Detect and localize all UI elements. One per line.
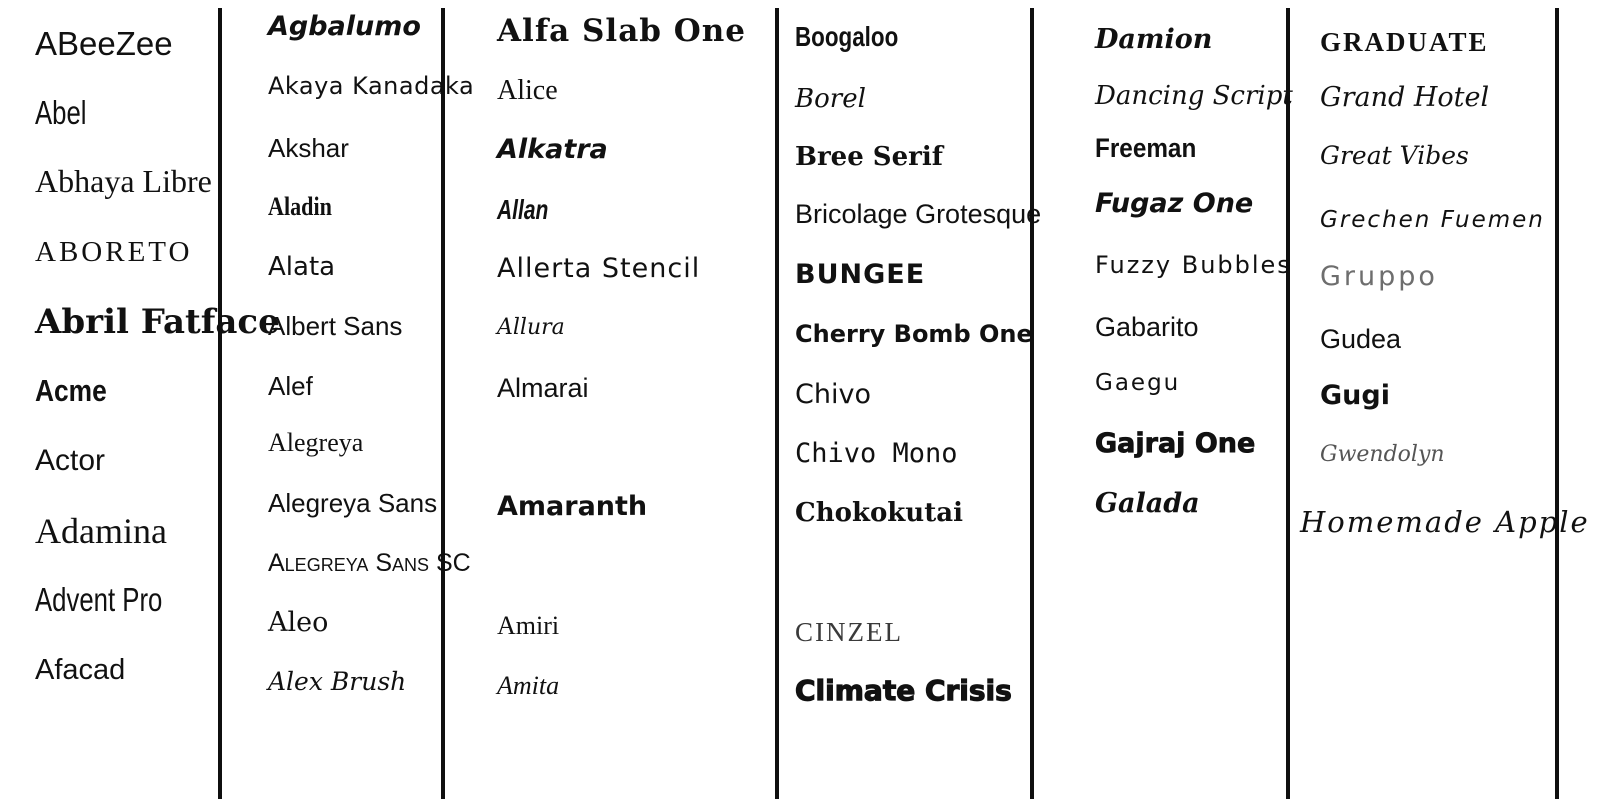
font-specimen-abel: Abel (35, 94, 87, 131)
font-specimen-gaegu: Gaegu (1095, 370, 1181, 396)
column-divider (1286, 8, 1290, 799)
font-specimen-alegreya-sans: Alegreya Sans (268, 488, 438, 518)
font-specimen-dancing-script: Dancing Script (1095, 81, 1293, 111)
font-specimen-homemade-apple: Homemade Apple (1300, 505, 1590, 539)
font-specimen-amaranth: Amaranth (497, 491, 648, 522)
font-specimen-aleo: Aleo (268, 607, 329, 638)
font-specimen-alegreya-sans-sc: Alegreya Sans SC (268, 549, 471, 577)
font-specimen-alex-brush: Alex Brush (268, 667, 407, 696)
font-specimen-abhaya-libre: Abhaya Libre (35, 163, 212, 199)
font-specimen-galada: Galada (1095, 488, 1200, 519)
font-specimen-alef: Alef (268, 371, 313, 401)
font-specimen-chivo-mono: Chivo Mono (795, 438, 958, 469)
font-specimen-allerta-stencil: Allerta Stencil (497, 253, 701, 284)
font-specimen-abril-fatface: Abril Fatface (35, 302, 280, 342)
font-specimen-gugi: Gugi (1320, 380, 1390, 411)
column-divider (1030, 8, 1034, 799)
font-specimen-gruppo: Gruppo (1320, 261, 1438, 292)
font-specimen-grechen-fuemen: Grechen Fuemen (1320, 207, 1545, 233)
font-specimen-chivo: Chivo (795, 379, 871, 410)
font-specimen-alice: Alice (497, 75, 558, 106)
font-specimen-amiri: Amiri (497, 611, 560, 640)
font-specimen-gudea: Gudea (1320, 324, 1402, 354)
font-specimen-alkatra: Alkatra (497, 134, 608, 165)
font-specimen-actor: Actor (35, 444, 106, 477)
font-specimen-great-vibes: Great Vibes (1320, 141, 1469, 170)
font-specimen-alfa-slab-one: Alfa Slab One (497, 13, 747, 49)
font-specimen-advent-pro: Advent Pro (35, 581, 163, 618)
font-specimen-allan: Allan (497, 194, 549, 225)
font-specimen-adamina: Adamina (35, 511, 167, 551)
font-specimen-cinzel: CINZEL (795, 617, 903, 647)
font-specimen-borel: Borel (795, 84, 866, 114)
font-specimen-bree-serif: Bree Serif (795, 142, 943, 172)
font-specimen-cherry-bomb-one: Cherry Bomb One (795, 320, 1033, 348)
font-specimen-agbalumo: Agbalumo (268, 11, 421, 42)
font-specimen-allura: Allura (497, 315, 565, 340)
font-specimen-akshar: Akshar (268, 133, 349, 163)
font-specimen-fugaz-one: Fugaz One (1095, 188, 1254, 219)
font-specimen-afacad: Afacad (35, 654, 126, 686)
column-divider (441, 8, 445, 799)
font-specimen-climate-crisis: Climate Crisis (794, 673, 1012, 707)
font-specimen-albert-sans: Albert Sans (268, 311, 403, 341)
font-specimen-graduate: GRADUATE (1320, 27, 1489, 57)
font-specimen-alegreya: Alegreya (268, 428, 364, 457)
font-specimen-damion: Damion (1095, 24, 1213, 55)
font-specimen-grand-hotel: Grand Hotel (1320, 82, 1490, 113)
font-specimen-amita: Amita (497, 671, 560, 700)
font-specimen-abeezee: ABeeZee (35, 25, 173, 62)
font-specimen-gajraj-one: Gajraj One (1095, 428, 1256, 460)
font-specimen-freeman: Freeman (1095, 133, 1197, 163)
font-specimen-almarai: Almarai (497, 373, 589, 403)
font-specimen-bricolage-grotesque: Bricolage Grotesque (795, 199, 1042, 229)
font-specimen-acme: Acme (35, 373, 107, 408)
column-divider (218, 8, 222, 799)
column-divider (1555, 8, 1559, 799)
font-specimen-aladin: Aladin (268, 192, 332, 221)
font-specimen-gabarito: Gabarito (1095, 312, 1199, 342)
font-specimen-alata: Alata (268, 252, 336, 282)
font-specimen-gwendolyn: Gwendolyn (1320, 442, 1445, 467)
font-specimen-boogaloo: Boogaloo (795, 21, 899, 52)
font-specimen-aboreto: ABORETO (35, 236, 193, 268)
font-specimen-bungee: BUNGEE (795, 259, 926, 290)
font-specimen-chokokutai: Chokokutai (795, 498, 963, 528)
font-specimen-fuzzy-bubbles: Fuzzy Bubbles (1095, 251, 1292, 279)
column-divider (775, 8, 779, 799)
font-specimen-akaya-kanadaka: Akaya Kanadaka (268, 72, 475, 100)
